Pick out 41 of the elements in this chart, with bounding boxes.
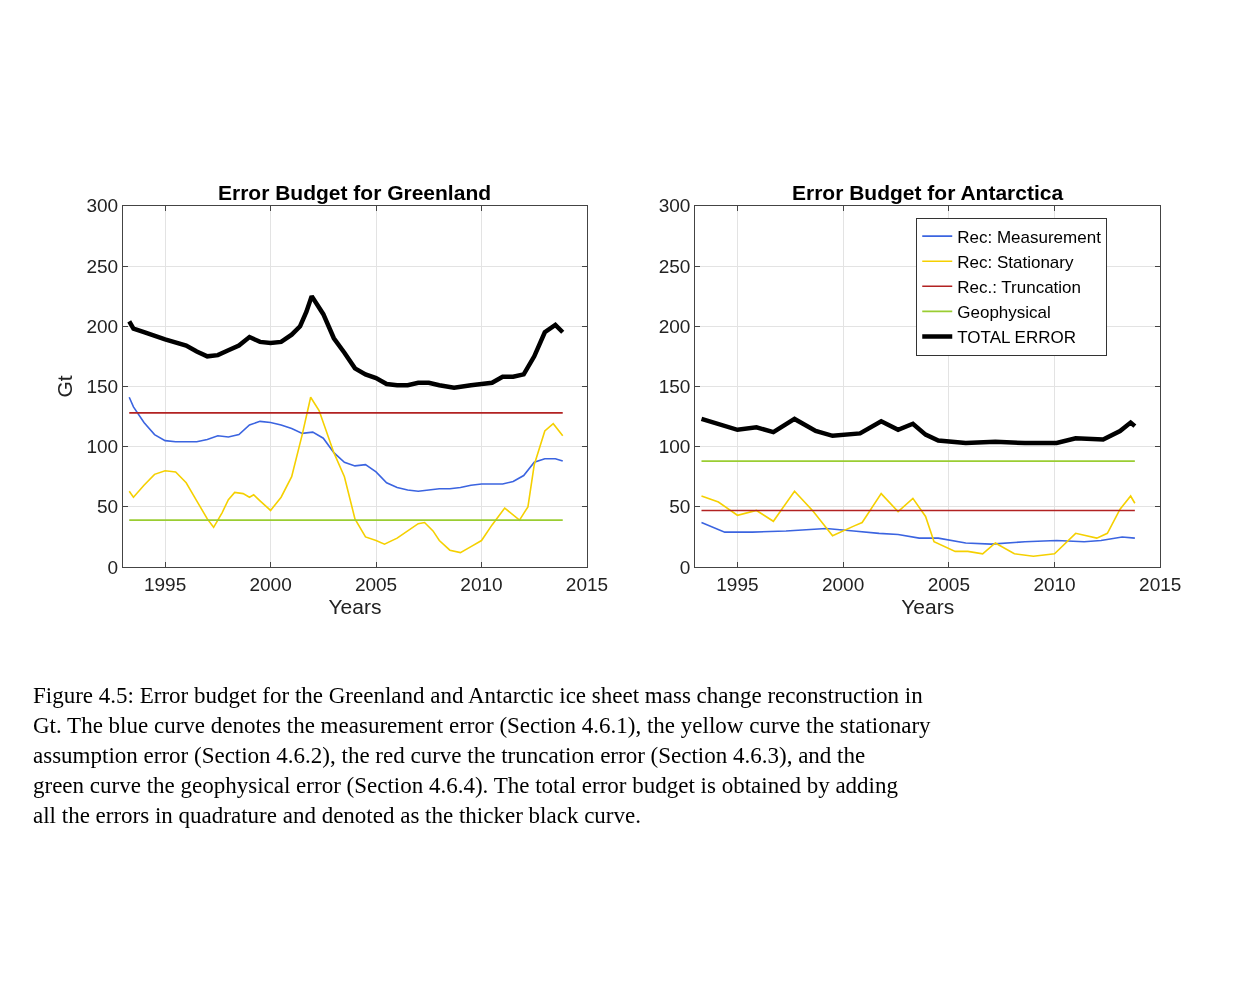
x-axis-title: Years: [901, 594, 955, 618]
y-tick-label: 250: [658, 255, 691, 277]
line-series: [700, 521, 1136, 545]
x-tick-label: 2005: [354, 573, 398, 595]
chart-title: Error Budget for Antarctica: [792, 181, 1064, 204]
x-tick-label: 2015: [1139, 573, 1182, 595]
y-tick-label: 0: [107, 556, 119, 578]
x-tick-label: 1995: [143, 573, 187, 595]
line-series: [128, 396, 564, 492]
line-series: [700, 490, 1136, 558]
x-tick-label: 1995: [716, 573, 759, 595]
legend-label: TOTAL ERROR: [957, 328, 1076, 348]
y-axis-title: Gt: [52, 375, 76, 398]
line-series: [126, 293, 565, 390]
legend-label: Rec: Stationary: [957, 252, 1074, 272]
y-tick-label: 50: [96, 496, 119, 518]
line-series: [128, 396, 564, 554]
x-axis-title: Years: [328, 594, 382, 618]
y-tick-label: 150: [658, 376, 691, 398]
y-tick-label: 300: [86, 195, 119, 217]
y-tick-label: 200: [86, 315, 119, 337]
chart-title: Error Budget for Greenland: [218, 181, 492, 204]
x-tick-label: 2000: [249, 573, 292, 595]
x-tick-label: 2005: [927, 573, 970, 595]
x-tick-label: 2010: [1033, 573, 1076, 595]
legend-label: Rec: Measurement: [957, 227, 1102, 247]
legend-label: Geophysical: [957, 303, 1051, 323]
line-series: [699, 416, 1138, 446]
y-tick-label: 250: [86, 255, 119, 277]
x-tick-label: 2000: [821, 573, 865, 595]
x-tick-label: 2010: [460, 573, 503, 595]
y-tick-label: 50: [669, 496, 691, 518]
y-tick-label: 300: [658, 195, 691, 217]
y-tick-label: 100: [658, 436, 691, 458]
y-tick-label: 150: [86, 376, 119, 398]
x-tick-label: 2015: [565, 573, 609, 595]
caption: Figure 4.5: Error budget for the Greenland and Antarctic ice sheet mass change reconstruction in Gt. The blue curve denotes the measurement error (Section 4.6.1), the yellow curve the stationary assumption error (Section 4.6.2), the red curve the truncation error (Section 4.6.3), and the green curve the geophysical error (Section 4.6.4). The total error budget is obtained by adding all the errors in quadrature and denoted as the thicker black curve.: [33, 683, 932, 828]
y-tick-label: 200: [658, 315, 691, 337]
legend-label: Rec.: Truncation: [957, 277, 1082, 297]
y-tick-label: 0: [679, 556, 691, 578]
y-tick-label: 100: [86, 436, 119, 458]
